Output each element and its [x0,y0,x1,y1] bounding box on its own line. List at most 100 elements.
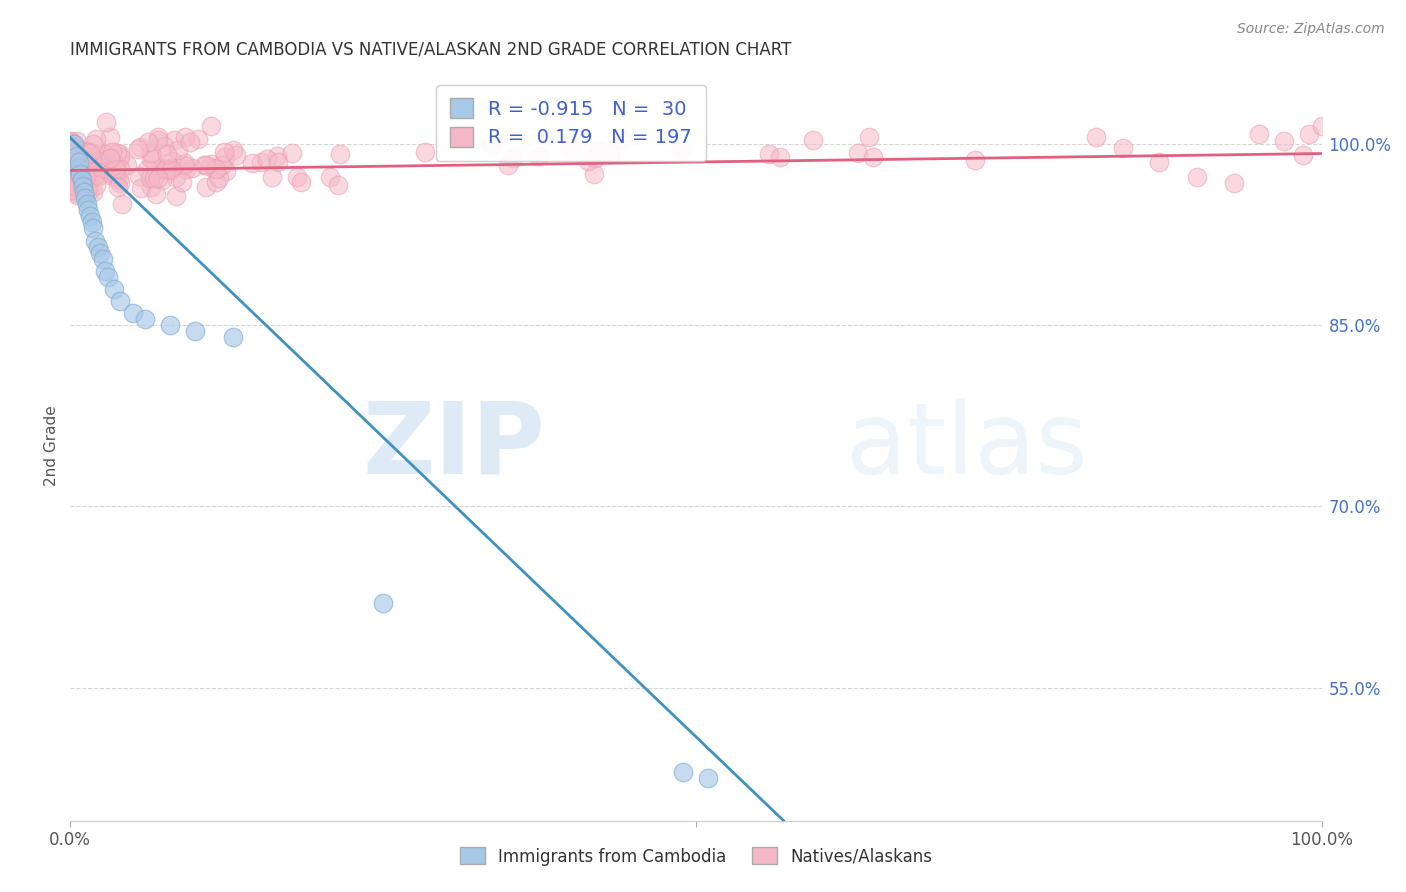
Point [173,158,195,172]
Point [146,170,169,185]
Point [846,146,869,161]
Point [583,151,606,165]
Point [165,189,187,203]
Point [59,135,82,149]
Point [200,119,222,133]
Point [82,136,104,151]
Point [67,164,90,178]
Point [80,165,103,179]
Point [94,264,117,278]
Point [697,772,720,786]
Point [329,147,352,161]
Point [70,178,93,193]
Point [84,168,107,182]
Point [862,150,884,164]
Point [1292,148,1315,162]
Point [86,154,108,169]
Point [98,151,121,165]
Point [121,306,145,320]
Point [62,176,84,190]
Point [108,172,131,186]
Point [75,191,97,205]
Point [1085,129,1108,144]
Point [66,161,89,175]
Point [59,183,82,197]
Point [576,154,599,169]
Point [79,146,101,161]
Point [108,161,131,176]
Point [205,176,228,190]
Point [479,138,502,153]
Point [201,161,224,175]
Point [129,140,152,154]
Point [80,215,103,229]
Point [222,330,245,344]
Point [117,158,139,172]
Point [72,145,94,159]
Point [67,169,90,183]
Point [75,169,97,184]
Point [173,130,195,145]
Point [84,234,107,248]
Text: ZIP: ZIP [363,398,546,494]
Point [76,182,98,196]
Point [59,152,82,166]
Point [77,172,100,186]
Point [250,154,273,169]
Point [240,156,263,170]
Point [59,162,82,177]
Point [67,163,90,178]
Point [195,179,218,194]
Point [62,164,84,178]
Point [672,765,695,780]
Point [62,155,84,169]
Point [60,153,83,168]
Point [153,139,176,153]
Point [59,159,82,173]
Point [87,147,110,161]
Point [801,133,824,147]
Point [181,161,204,175]
Point [80,154,103,169]
Point [200,157,222,171]
Point [76,197,98,211]
Point [75,176,97,190]
Point [60,161,83,175]
Point [136,136,159,150]
Point [583,168,606,182]
Point [111,196,134,211]
Point [204,161,226,176]
Point [93,146,115,161]
Point [136,162,159,177]
Point [211,158,233,172]
Point [165,169,187,184]
Point [139,152,162,166]
Point [498,158,520,172]
Point [101,145,124,159]
Point [285,169,308,184]
Point [174,155,197,169]
Point [66,140,89,154]
Point [76,145,98,159]
Point [63,145,86,159]
Point [262,170,284,185]
Point [502,151,524,165]
Point [163,133,186,147]
Point [142,152,165,166]
Point [66,134,89,148]
Text: IMMIGRANTS FROM CAMBODIA VS NATIVE/ALASKAN 2ND GRADE CORRELATION CHART: IMMIGRANTS FROM CAMBODIA VS NATIVE/ALASK… [70,41,792,59]
Point [1249,127,1271,141]
Point [59,177,82,191]
Point [139,180,162,194]
Point [84,178,107,192]
Point [69,167,91,181]
Point [194,158,217,172]
Point [84,168,107,182]
Point [371,596,394,610]
Point [97,269,120,284]
Point [153,161,176,176]
Point [98,129,121,144]
Point [103,282,125,296]
Point [60,152,83,166]
Point [1185,169,1208,184]
